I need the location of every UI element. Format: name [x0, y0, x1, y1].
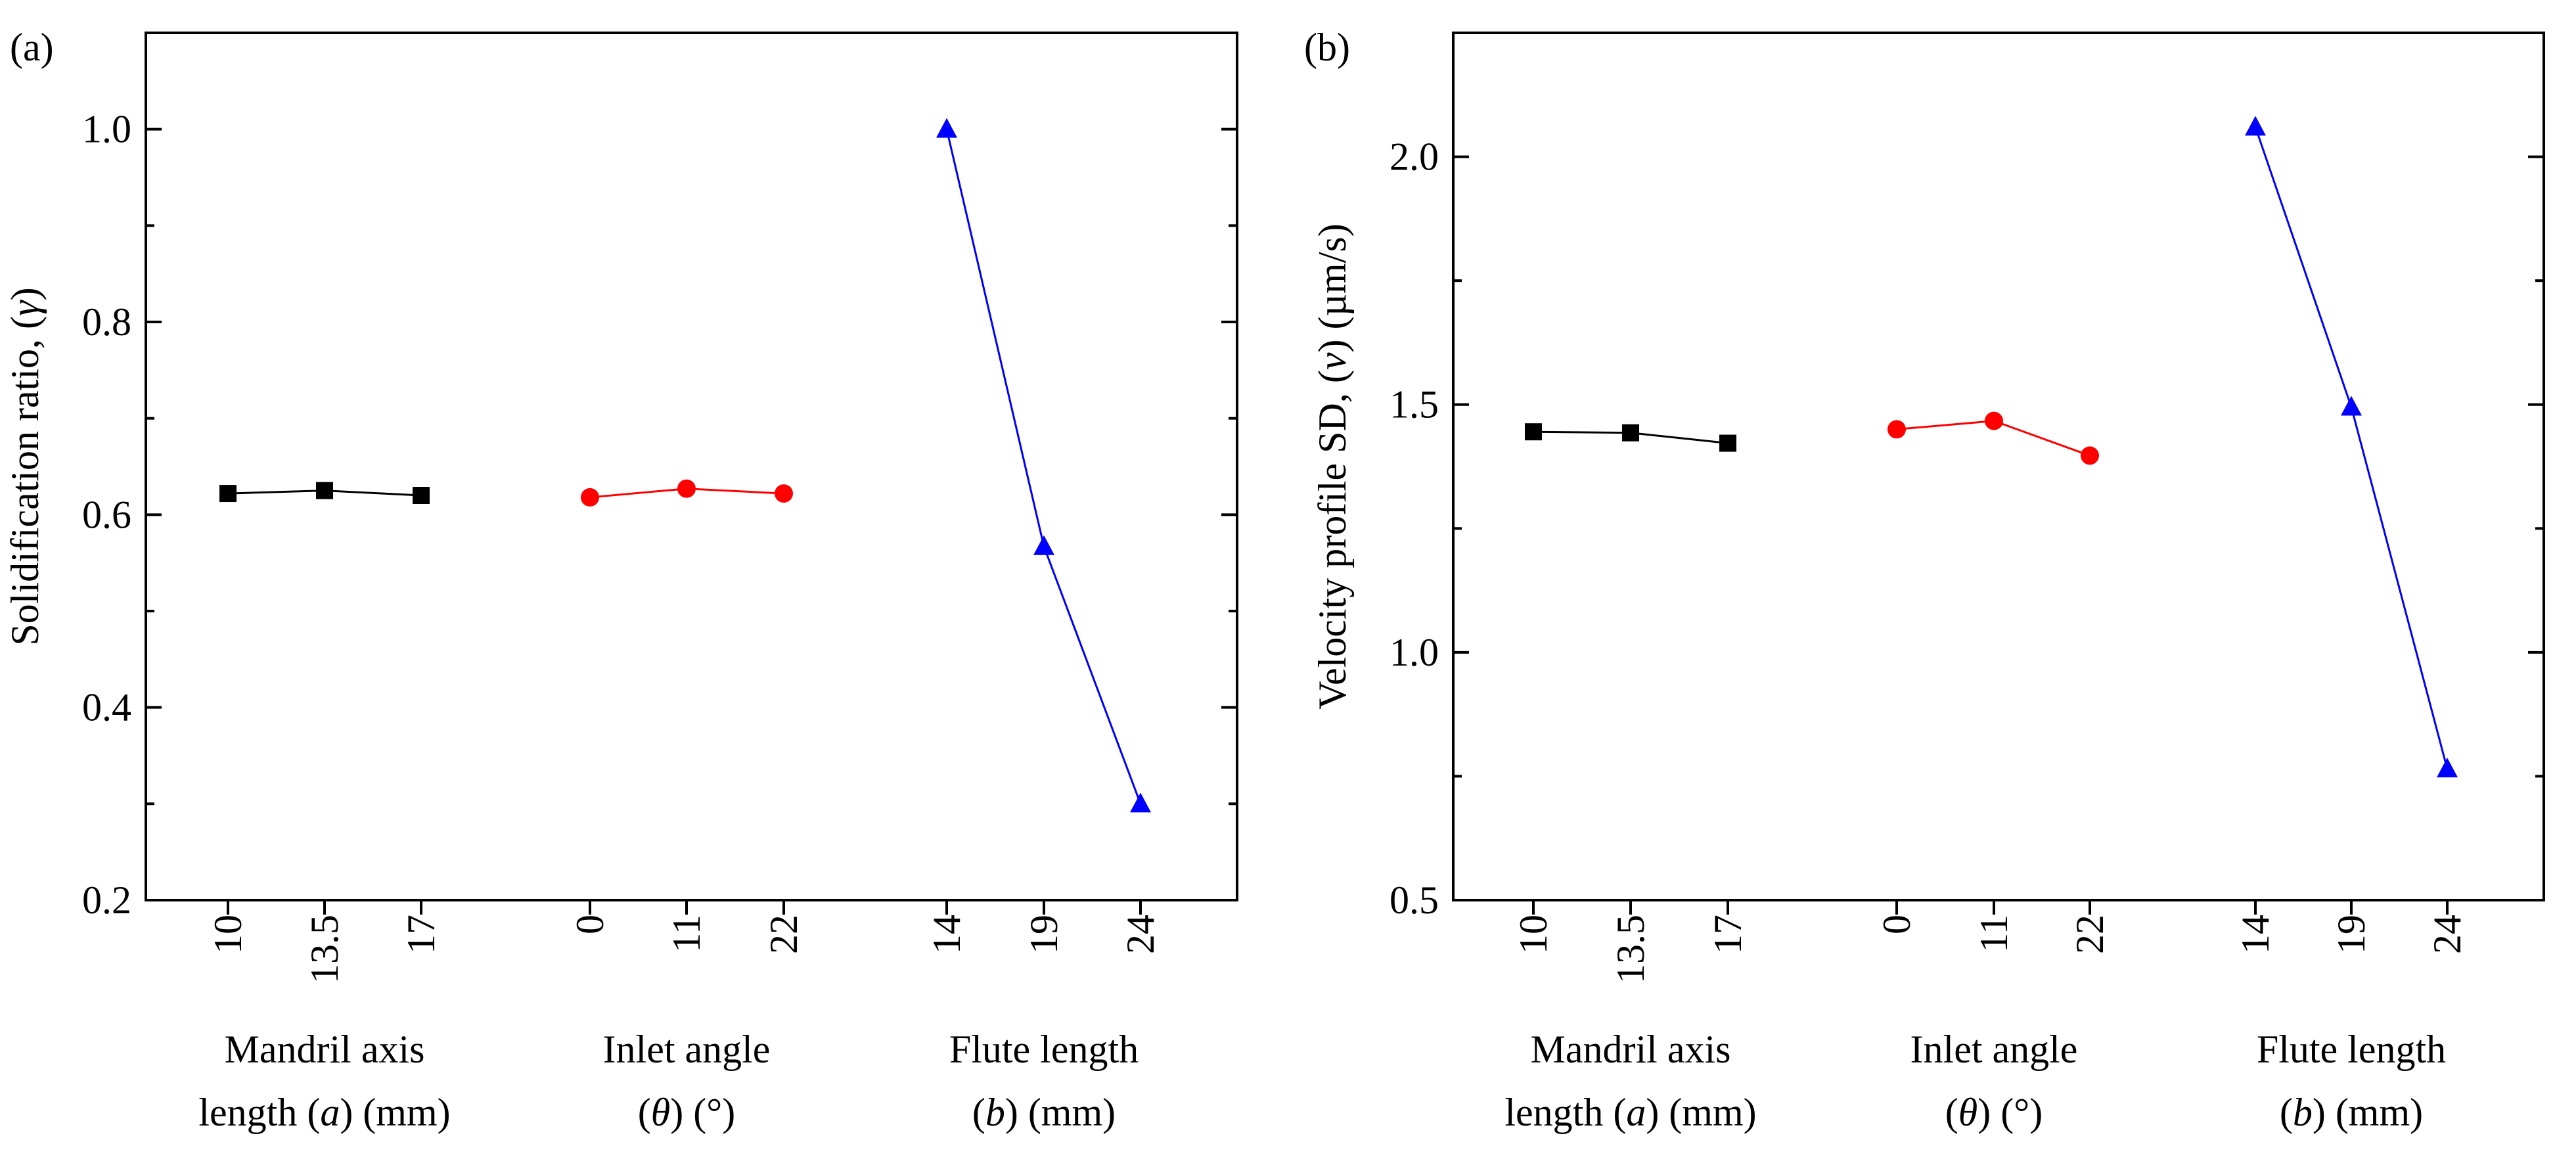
group-label-line2-part-1: b: [2293, 1091, 2313, 1134]
plot-frame: [145, 32, 1238, 901]
data-point-triangle: [1130, 792, 1151, 813]
data-point-triangle: [2341, 396, 2362, 416]
group-label-line1: Inlet angle: [1910, 1028, 2078, 1071]
x-tick-label: 0: [568, 915, 612, 934]
group-label-line2-part-1: b: [985, 1091, 1005, 1134]
y-tick-label: 0.8: [82, 300, 131, 344]
y-axis-label-part-0: Solidification ratio, (: [3, 316, 47, 646]
group-label-line2: length (a) (mm): [1504, 1091, 1756, 1134]
x-tick-label: 24: [1119, 915, 1162, 954]
panel-label: (a): [10, 26, 54, 69]
group-label-line2: length (a) (mm): [198, 1091, 450, 1134]
x-tick-label: 17: [399, 915, 443, 954]
x-tick-label: 13.5: [1609, 915, 1652, 984]
data-point-circle: [581, 488, 599, 507]
series-line-triangle: [2254, 126, 2449, 769]
y-tick-label: 0.5: [1390, 878, 1439, 922]
group-label-line2-part-1: θ: [651, 1091, 670, 1134]
series-line-triangle: [945, 129, 1142, 804]
y-tick-label: 2.0: [1390, 135, 1439, 179]
y-axis-label-part-2: ): [3, 287, 47, 300]
group-label-line2: (θ) (°): [638, 1091, 735, 1134]
group-label-line1: Mandril axis: [1531, 1028, 1731, 1071]
group-label-line2: (b) (mm): [972, 1091, 1116, 1134]
x-tick-label: 10: [206, 915, 250, 954]
group-label-line1: Flute length: [949, 1028, 1139, 1071]
data-point-square: [219, 485, 237, 503]
y-axis-label-part-0: Velocity profile SD, (: [1311, 370, 1354, 710]
x-tick-label: 0: [1875, 915, 1918, 934]
group-label-line1: Inlet angle: [603, 1028, 771, 1071]
x-tick-label: 19: [1022, 915, 1066, 954]
group-label-line2-part-2: ) (mm): [1005, 1091, 1116, 1134]
x-tick-label: 10: [1512, 915, 1555, 954]
group-label-line1: Mandril axis: [225, 1028, 425, 1071]
y-axis-label: Solidification ratio, (γ): [3, 287, 47, 645]
y-tick-label: 0.2: [82, 878, 131, 922]
group-label-line2: (b) (mm): [2280, 1091, 2423, 1134]
data-point-circle: [2081, 446, 2099, 465]
y-tick-label: 1.0: [82, 108, 131, 151]
data-point-square: [1719, 434, 1736, 452]
group-label-line2-part-2: ) (°): [1977, 1091, 2043, 1134]
data-point-triangle: [1033, 535, 1054, 555]
group-label-line2-part-1: a: [320, 1091, 340, 1134]
x-tick-label: 22: [762, 915, 805, 954]
data-point-circle: [677, 479, 696, 498]
data-point-triangle: [2245, 116, 2266, 136]
group-label-line2-part-2: ) (°): [670, 1091, 735, 1134]
y-tick-label: 1.5: [1390, 383, 1439, 426]
x-tick-label: 14: [2234, 915, 2277, 954]
data-point-circle: [775, 484, 793, 503]
group-label-line2-part-2: ) (mm): [2313, 1091, 2423, 1134]
data-point-square: [316, 482, 333, 499]
group-label-line2-part-0: length (: [1504, 1091, 1626, 1134]
group-label-line1: Flute length: [2257, 1028, 2446, 1071]
data-point-square: [1525, 423, 1542, 441]
group-label-line2-part-0: (: [1945, 1091, 1958, 1134]
group-label-line2-part-0: (: [638, 1091, 651, 1134]
x-tick-label: 11: [665, 915, 708, 953]
y-axis-label-part-2: ) (µm/s): [1311, 223, 1354, 352]
x-tick-label: 14: [925, 915, 968, 954]
data-point-square: [413, 487, 430, 504]
group-label-line2-part-0: (: [2280, 1091, 2293, 1134]
x-tick-label: 19: [2330, 915, 2373, 954]
group-label-line2-part-2: ) (mm): [340, 1091, 450, 1134]
data-point-triangle: [936, 118, 957, 138]
x-tick-label: 17: [1706, 915, 1750, 954]
x-tick-label: 11: [1972, 915, 2016, 953]
panel-label: (b): [1304, 26, 1350, 69]
x-tick-label: 24: [2426, 915, 2469, 954]
group-label-line2-part-2: ) (mm): [1646, 1091, 1756, 1134]
y-axis-label-part-1: γ: [3, 300, 47, 316]
group-label-line2: (θ) (°): [1945, 1091, 2043, 1134]
x-tick-label: 13.5: [303, 915, 346, 984]
y-axis-label-part-1: v: [1311, 352, 1354, 370]
data-point-circle: [1887, 420, 1906, 439]
plot-frame: [1452, 32, 2545, 901]
group-label-line2-part-1: a: [1626, 1091, 1646, 1134]
y-tick-label: 0.4: [82, 686, 131, 729]
y-tick-label: 0.6: [82, 493, 131, 536]
data-point-triangle: [2437, 758, 2458, 778]
data-point-circle: [1985, 411, 2003, 430]
y-tick-label: 1.0: [1390, 631, 1439, 674]
group-label-line2-part-0: length (: [198, 1091, 320, 1134]
group-label-line2-part-1: θ: [1958, 1091, 1977, 1134]
y-axis-label: Velocity profile SD, (v) (µm/s): [1311, 223, 1354, 709]
x-tick-label: 22: [2068, 915, 2112, 954]
data-point-square: [1622, 424, 1639, 442]
group-label-line2-part-0: (: [972, 1091, 985, 1134]
